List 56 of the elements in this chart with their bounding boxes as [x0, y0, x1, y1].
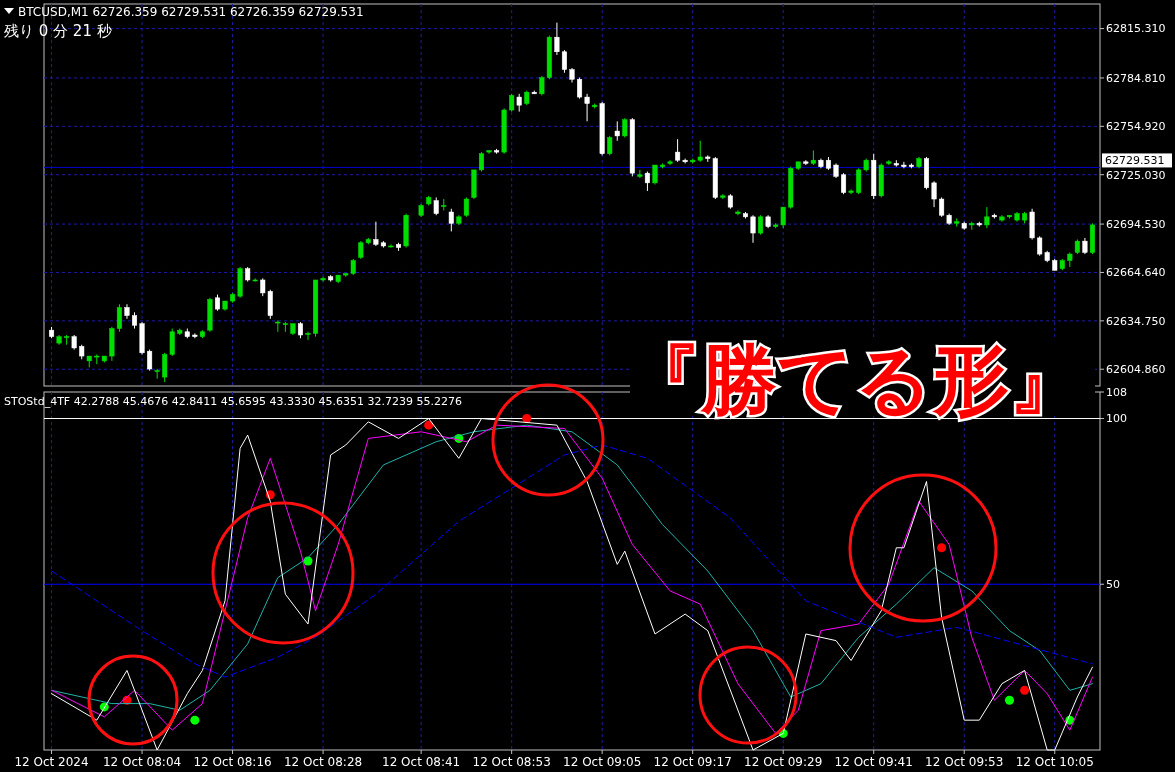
candlestick	[561, 49, 567, 74]
candlestick	[147, 349, 153, 372]
candlestick	[622, 117, 628, 139]
annotation: BTCUSD,M1 62726.359 62729.531 62726.359 62729.531	[18, 5, 364, 19]
candlestick	[554, 22, 560, 56]
candlestick	[984, 206, 990, 229]
annotation: 残り 0 分 21 秒	[4, 22, 112, 40]
candlestick	[305, 331, 311, 341]
x-tick-label: 12 Oct 09:29	[744, 755, 823, 769]
candlestick	[154, 368, 160, 380]
y-tick-label: 100	[1106, 412, 1127, 426]
y-tick-label: 62815.310	[1106, 22, 1166, 36]
point	[190, 715, 200, 725]
x-tick-label: 12 Oct 08:16	[193, 755, 272, 769]
y-tick-label: 62754.920	[1106, 120, 1166, 134]
candlestick	[750, 214, 756, 244]
candlestick	[463, 196, 469, 218]
x-tick-label: 12 Oct 08:53	[472, 755, 551, 769]
y-tick-label: 108	[1106, 385, 1127, 399]
x-tick-label: 12 Oct 09:17	[653, 755, 732, 769]
candlestick	[758, 214, 764, 236]
point	[1020, 685, 1030, 695]
point	[522, 414, 532, 424]
candlestick	[448, 208, 454, 232]
y-tick-label: 62664.640	[1106, 266, 1166, 280]
candlestick	[577, 77, 583, 100]
candlestick	[637, 169, 643, 179]
point	[1004, 695, 1014, 705]
y-tick-label: 62634.750	[1106, 314, 1166, 328]
annotation: STOStd_4TF 42.2788 45.4676 42.8411 45.6595 43.3330 45.6351 32.7239 55.2276	[4, 395, 463, 408]
candlestick	[584, 93, 590, 122]
y-tick-label: 62604.860	[1106, 363, 1166, 377]
point	[937, 543, 947, 553]
candlestick	[931, 180, 937, 208]
x-tick-label: 12 Oct 10:05	[1015, 755, 1094, 769]
y-tick-label: 62725.030	[1106, 168, 1166, 182]
candlestick	[841, 172, 847, 195]
candlestick	[607, 135, 613, 156]
candlestick	[373, 221, 379, 247]
x-tick-label: 12 Oct 08:28	[283, 755, 363, 769]
x-tick-label: 12 Oct 2024	[14, 755, 89, 769]
y-tick-label: 62694.530	[1106, 217, 1166, 231]
candlestick	[901, 161, 907, 169]
x-tick-label: 12 Oct 09:53	[925, 755, 1004, 769]
x-tick-label: 12 Oct 09:05	[563, 755, 642, 769]
annotation: 『勝てる形』	[625, 335, 1085, 424]
point	[424, 420, 434, 430]
candlestick	[614, 120, 620, 142]
candlestick	[478, 151, 484, 173]
y-tick-label: 50	[1106, 578, 1120, 592]
ref-line-label: 62729.531	[1105, 154, 1165, 168]
y-tick-label: 62784.810	[1106, 71, 1166, 85]
x-tick-label: 12 Oct 09:41	[834, 755, 913, 769]
x-tick-label: 12 Oct 08:04	[102, 755, 182, 769]
x-tick-label: 12 Oct 08:41	[382, 755, 461, 769]
candlestick	[116, 303, 122, 333]
